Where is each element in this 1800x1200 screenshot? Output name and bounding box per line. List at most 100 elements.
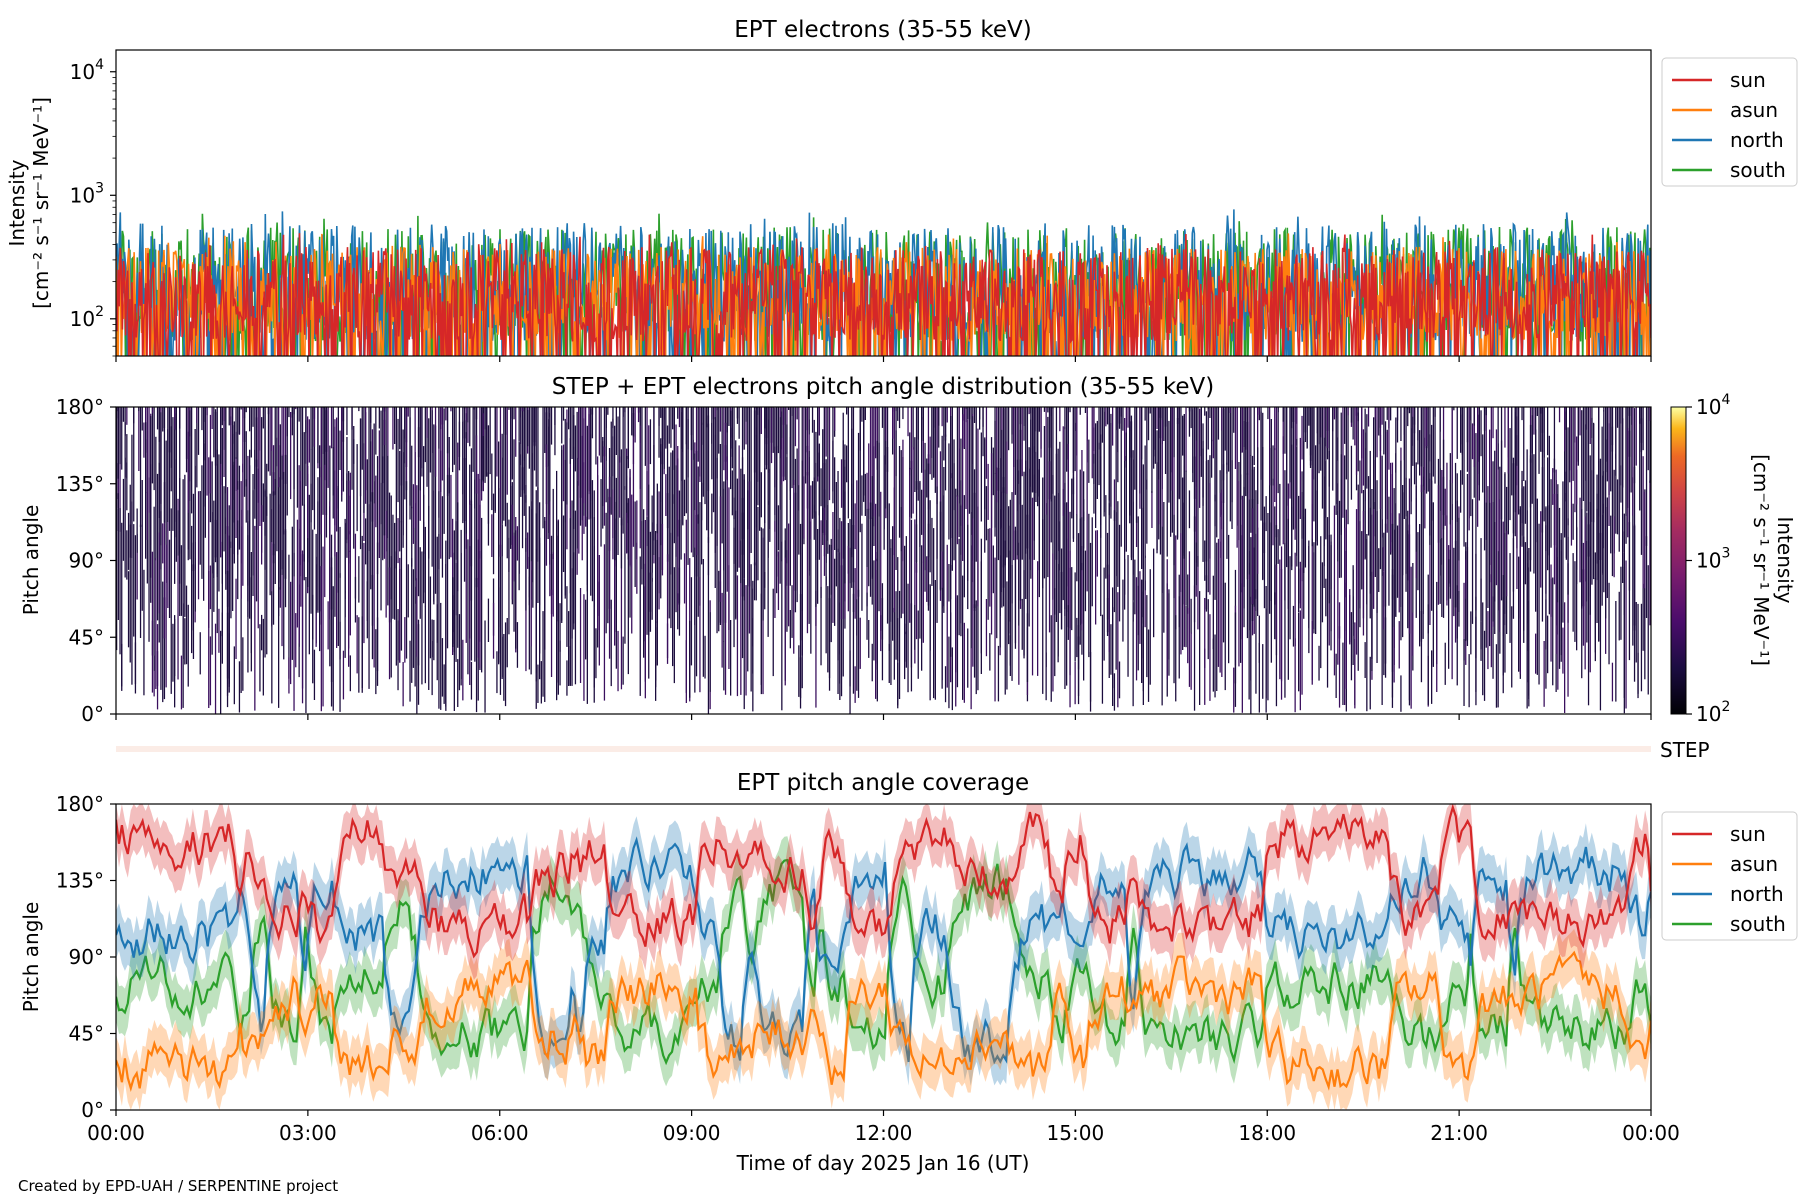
pad-cell <box>1606 407 1608 473</box>
pad-cell <box>738 445 740 568</box>
pad-cell <box>1026 514 1029 682</box>
pad-cell <box>358 556 360 603</box>
pad-cell <box>962 407 964 421</box>
pad-cell <box>279 424 281 590</box>
pad-cell <box>1064 407 1066 430</box>
pad-cell <box>312 407 314 511</box>
pad-cell <box>1164 407 1167 474</box>
pad-cell <box>892 407 894 439</box>
pad-cell <box>813 477 815 513</box>
x-tick-label: 18:00 <box>1238 1121 1296 1145</box>
pad-cell <box>670 452 672 575</box>
pad-cell <box>271 509 273 627</box>
pad-cell <box>365 412 367 491</box>
pad-cell <box>354 576 357 623</box>
pad-cell <box>605 512 607 634</box>
pad-cell <box>702 407 704 497</box>
pad-cell <box>230 541 232 619</box>
pad-cell <box>1371 489 1373 659</box>
pad-cell <box>876 407 878 470</box>
pad-cell <box>1132 459 1134 601</box>
pad-cell <box>477 473 479 658</box>
pad-cell <box>1062 488 1064 601</box>
pad-cell <box>933 407 935 478</box>
pad-cell <box>1499 499 1501 633</box>
pad-cell <box>127 512 130 570</box>
pad-cell <box>1550 578 1552 662</box>
pad-cell <box>1117 592 1119 708</box>
pad-cell <box>856 599 858 691</box>
pad-cell <box>714 417 716 588</box>
pad-cell <box>1142 507 1144 692</box>
pad-cell <box>764 572 766 610</box>
pad-cell <box>929 500 931 573</box>
step-label: STEP <box>1660 738 1710 762</box>
pad-cell <box>697 514 699 617</box>
pad-cell <box>958 407 960 490</box>
pad-cell <box>1054 588 1056 677</box>
pad-cell <box>1161 419 1163 593</box>
pad-cell <box>1460 470 1462 513</box>
pad-cell <box>568 611 570 686</box>
pad-cell <box>434 425 437 594</box>
pad-cell <box>893 607 895 680</box>
pad-cell <box>1193 407 1196 499</box>
pad-cell <box>346 407 348 435</box>
pad-cell <box>412 484 415 544</box>
pad-cell <box>438 534 440 709</box>
pad-cell <box>276 437 278 552</box>
pad-cell <box>1262 412 1264 579</box>
pad-cell <box>1304 508 1307 568</box>
pad-cell <box>996 467 998 639</box>
pad-cell <box>242 463 244 586</box>
pad-cell <box>1613 516 1615 578</box>
pad-cell <box>486 407 488 477</box>
pad-cell <box>479 504 481 668</box>
pad-cell <box>719 407 722 432</box>
pad-cell <box>243 407 246 419</box>
pad-cell <box>201 465 203 579</box>
pad-cell <box>718 570 720 632</box>
pad-cell <box>1170 407 1172 473</box>
pad-cell <box>699 502 701 606</box>
pad-cell <box>854 503 856 550</box>
pad-cell <box>1153 407 1155 457</box>
pad-cell <box>1475 596 1477 706</box>
pad-cell <box>564 418 566 523</box>
pad-cell <box>515 530 517 649</box>
pad-cell <box>820 468 822 507</box>
pad-cell <box>1594 578 1596 653</box>
pad-cell <box>1193 456 1196 532</box>
pad-cell <box>832 407 834 504</box>
pad-cell <box>1366 414 1368 489</box>
pad-cell <box>593 517 595 596</box>
pad-cell <box>1391 574 1394 708</box>
pad-cell <box>339 430 341 470</box>
pad-cell <box>566 586 568 647</box>
coverage-line-north <box>116 836 1651 1065</box>
pad-cell <box>1166 559 1168 680</box>
pad-cell <box>752 618 754 712</box>
pad-cell <box>1323 476 1325 567</box>
pad-cell <box>1408 478 1411 634</box>
legend-label-south: south <box>1730 158 1786 182</box>
pad-cell <box>716 407 718 546</box>
pad-cell <box>494 407 496 511</box>
pad-cell <box>121 522 123 691</box>
pad-cell <box>1272 445 1274 486</box>
pad-cell <box>308 419 310 463</box>
coverage-band-sun <box>116 804 1651 980</box>
pad-cell <box>1188 490 1191 529</box>
pad-cell <box>213 407 215 458</box>
pad-cell <box>272 491 275 556</box>
pad-cell <box>426 407 428 438</box>
pad-cell <box>909 432 911 476</box>
pad-cell <box>683 553 686 604</box>
pad-cell <box>827 407 829 554</box>
pad-cell <box>394 522 396 620</box>
pad-cell <box>1277 529 1279 564</box>
pad-cell <box>1004 407 1006 566</box>
pad-cell <box>257 468 259 629</box>
pad-cell <box>363 407 365 513</box>
pad-cell <box>1466 407 1469 472</box>
